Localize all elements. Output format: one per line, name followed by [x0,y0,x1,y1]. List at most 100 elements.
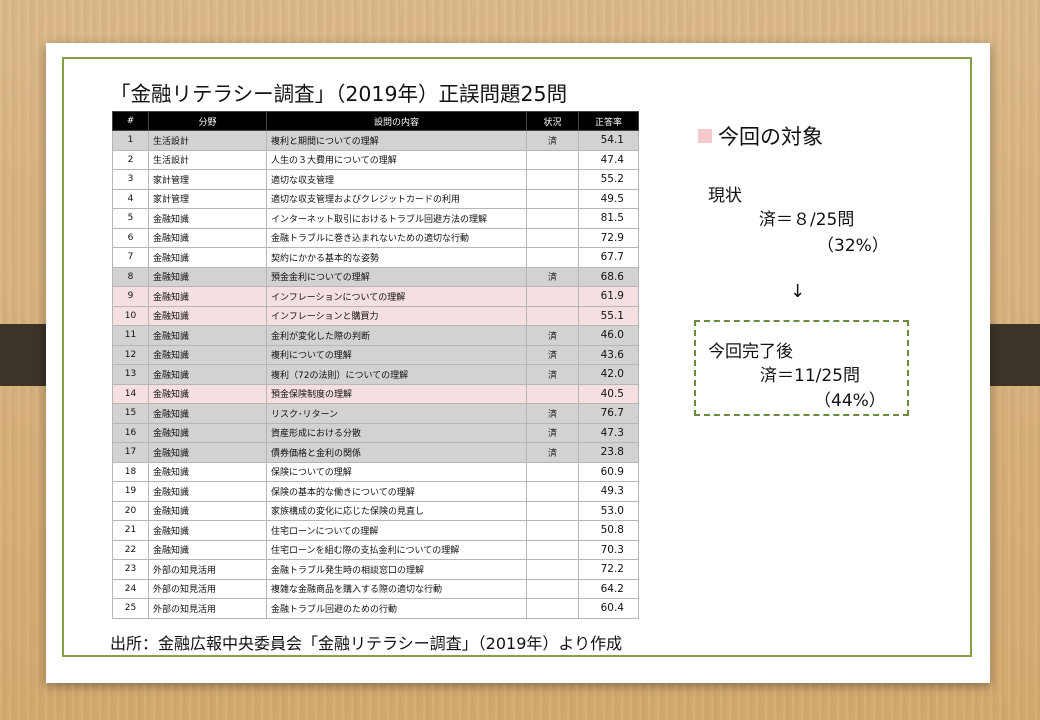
table-row: 3 家計管理 適切な収支管理 55.2 [112,169,639,190]
cell-no: 6 [112,227,149,248]
cell-field: 生活設計 [148,149,267,170]
cell-field: 金融知識 [148,364,267,385]
cell-field: 金融知識 [148,442,267,463]
table-row: 1 生活設計 複利と期間についての理解済 54.1 [112,130,639,151]
cell-content: 住宅ローンについての理解 [266,520,527,541]
cell-no: 16 [112,422,149,443]
cell-content: 家族構成の変化に応じた保険の見直し [266,500,527,521]
table-row: 9 金融知識 インフレーションについての理解 61.9 [112,286,639,307]
cell-no: 9 [112,286,149,307]
cell-status [526,559,579,580]
table-row: 6 金融知識 金融トラブルに巻き込まれないための適切な行動 72.9 [112,227,639,248]
cell-content: 複利についての理解 [266,344,527,365]
cell-field: 金融知識 [148,227,267,248]
cell-rate: 47.4 [578,149,639,170]
after-value: 済＝11/25問 [760,366,860,386]
cell-field: 金融知識 [148,520,267,541]
cell-field: 外部の知見活用 [148,578,267,599]
cell-field: 家計管理 [148,169,267,190]
table-row: 12 金融知識 複利についての理解済 43.6 [112,344,639,365]
cell-content: 複雑な金融商品を購入する際の適切な行動 [266,578,527,599]
cell-no: 14 [112,383,149,404]
cell-rate: 40.5 [578,383,639,404]
cell-status: 済 [526,422,579,443]
cell-content: 金融トラブル回避のための行動 [266,598,527,619]
cell-field: 生活設計 [148,130,267,151]
cell-rate: 54.1 [578,130,639,151]
cell-status [526,286,579,307]
cell-status [526,539,579,560]
table-header-row: # 分野 設問の内容 状況 正答率 [112,111,639,131]
cell-rate: 81.5 [578,208,639,229]
table-row: 15 金融知識 リスク･リターン済 76.7 [112,403,639,424]
cell-content: 預金金利についての理解 [266,266,527,287]
table-row: 24 外部の知見活用 複雑な金融商品を購入する際の適切な行動 64.2 [112,578,639,599]
legend: 今回の対象 [698,121,823,151]
cell-status: 済 [526,344,579,365]
current-percent: （32%） [817,236,889,256]
cell-rate: 55.1 [578,305,639,326]
cell-field: 金融知識 [148,422,267,443]
header-no: # [112,111,149,131]
cell-status [526,305,579,326]
table-row: 23 外部の知見活用 金融トラブル発生時の相談窓口の理解 72.2 [112,559,639,580]
cell-field: 金融知識 [148,481,267,502]
cell-status: 済 [526,266,579,287]
table-row: 17 金融知識 債券価格と金利の関係済 23.8 [112,442,639,463]
table-row: 7 金融知識 契約にかかる基本的な姿勢 67.7 [112,247,639,268]
cell-no: 5 [112,208,149,229]
header-status: 状況 [526,111,579,131]
cell-status [526,149,579,170]
cell-content: 複利（72の法則）についての理解 [266,364,527,385]
table-row: 10 金融知識 インフレーションと購買力 55.1 [112,305,639,326]
cell-content: 金融トラブル発生時の相談窓口の理解 [266,559,527,580]
cell-field: 金融知識 [148,208,267,229]
cell-rate: 23.8 [578,442,639,463]
after-label: 今回完了後 [708,342,793,362]
cell-status [526,598,579,619]
cell-field: 金融知識 [148,305,267,326]
cell-content: 保険の基本的な働きについての理解 [266,481,527,502]
cell-field: 金融知識 [148,461,267,482]
slide: 「金融リテラシー調査」（2019年）正誤問題25問 # 分野 設問の内容 状況 … [46,43,990,683]
cell-status [526,227,579,248]
table-row: 25 外部の知見活用 金融トラブル回避のための行動 60.4 [112,598,639,619]
cell-status [526,520,579,541]
cell-no: 20 [112,500,149,521]
table-row: 20 金融知識 家族構成の変化に応じた保険の見直し 53.0 [112,500,639,521]
cell-status: 済 [526,403,579,424]
cell-no: 19 [112,481,149,502]
cell-content: インフレーションについての理解 [266,286,527,307]
cell-content: 保険についての理解 [266,461,527,482]
cell-content: 金利が変化した際の判断 [266,325,527,346]
after-completion-box: 今回完了後 済＝11/25問 （44%） [694,320,909,416]
quiz-table: # 分野 設問の内容 状況 正答率 1 生活設計 複利と期間についての理解済 54.1… [112,111,639,619]
current-label: 現状 [708,186,742,206]
table-row: 4 家計管理 適切な収支管理およびクレジットカードの利用 49.5 [112,188,639,209]
cell-status [526,188,579,209]
table-row: 13 金融知識 複利（72の法則）についての理解済 42.0 [112,364,639,385]
cell-rate: 53.0 [578,500,639,521]
cell-no: 10 [112,305,149,326]
table-row: 21 金融知識 住宅ローンについての理解 50.8 [112,520,639,541]
cell-no: 2 [112,149,149,170]
cell-status: 済 [526,364,579,385]
cell-rate: 42.0 [578,364,639,385]
cell-field: 金融知識 [148,247,267,268]
cell-rate: 70.3 [578,539,639,560]
table-row: 11 金融知識 金利が変化した際の判断済 46.0 [112,325,639,346]
cell-no: 18 [112,461,149,482]
cell-rate: 72.2 [578,559,639,580]
source-note: 出所：金融広報中央委員会「金融リテラシー調査」（2019年）より作成 [110,634,623,653]
table-row: 5 金融知識 インターネット取引におけるトラブル回避方法の理解 81.5 [112,208,639,229]
cell-rate: 55.2 [578,169,639,190]
cell-field: 金融知識 [148,344,267,365]
legend-label: 今回の対象 [718,125,823,149]
table-row: 22 金融知識 住宅ローンを組む際の支払金利についての理解 70.3 [112,539,639,560]
cell-no: 15 [112,403,149,424]
cell-status [526,578,579,599]
cell-rate: 49.3 [578,481,639,502]
cell-content: 預金保険制度の理解 [266,383,527,404]
cell-content: 契約にかかる基本的な姿勢 [266,247,527,268]
cell-status: 済 [526,325,579,346]
